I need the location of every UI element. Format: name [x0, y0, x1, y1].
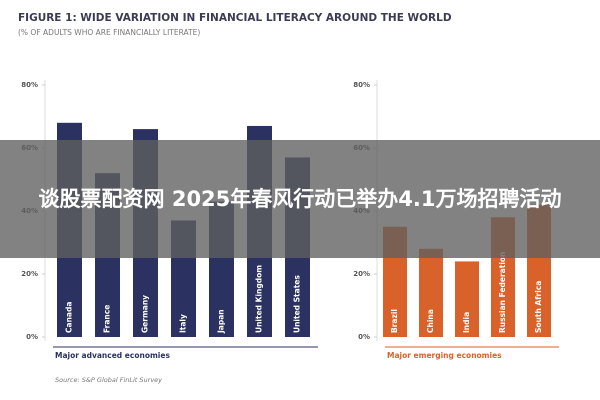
bar [419, 248, 443, 337]
source-note: Source: S&P Global FinLit Survey [55, 376, 162, 384]
chart-title: FIGURE 1: WIDE VARIATION IN FINANCIAL LI… [18, 12, 452, 24]
x-tick-label: India [462, 312, 471, 333]
y-tick-label: 20% [353, 270, 370, 278]
y-tick-label: 0% [358, 333, 370, 341]
y-tick-label: 20% [21, 270, 38, 278]
bar [455, 261, 479, 337]
banner: 谈股票配资网 2025年春风行动已举办4.1万场招聘活动 [0, 140, 600, 258]
x-axis-label: Major advanced economies [55, 351, 170, 360]
y-tick-label: 80% [353, 81, 370, 89]
x-tick-label: Japan [217, 309, 226, 334]
x-tick-label: France [103, 305, 112, 333]
x-axis-label: Major emerging economies [387, 351, 502, 360]
x-tick-label: South Africa [534, 281, 543, 333]
x-tick-label: Italy [179, 314, 188, 333]
x-tick-label: United Kingdom [255, 265, 264, 333]
x-tick-label: Germany [141, 295, 150, 333]
y-tick-label: 0% [26, 333, 38, 341]
x-tick-label: Russian Federation [498, 252, 507, 333]
y-tick-label: 80% [21, 81, 38, 89]
x-tick-label: United States [293, 275, 302, 333]
x-tick-label: China [426, 309, 435, 333]
x-tick-label: Brazil [390, 309, 399, 333]
chart-subtitle: (% OF ADULTS WHO ARE FINANCIALLY LITERAT… [18, 28, 200, 37]
x-tick-label: Canada [65, 302, 74, 333]
